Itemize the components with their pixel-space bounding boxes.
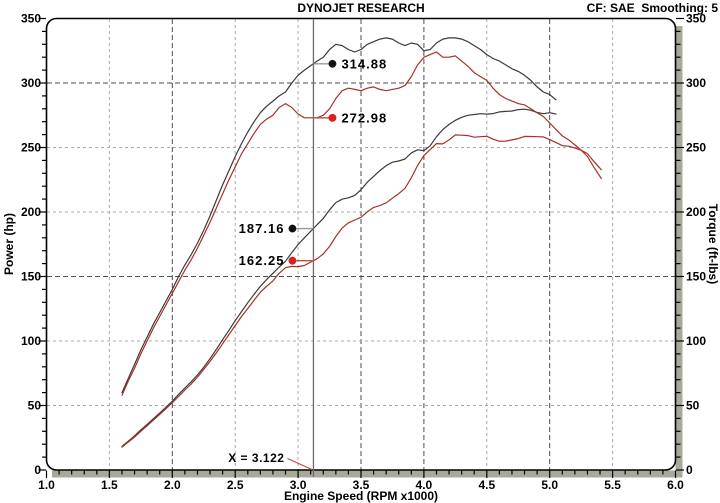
- power-tick-label: 100: [21, 334, 41, 348]
- x-tick-label: 4.5: [478, 478, 495, 492]
- plot-shadow-bottom: [52, 470, 683, 478]
- power-tick-label: 50: [28, 399, 42, 413]
- series-curves: [121, 37, 602, 448]
- x-tick-label: 5.0: [541, 478, 558, 492]
- cursor-readouts: [288, 59, 337, 265]
- grid-lines: [47, 19, 675, 470]
- cursor-x-label: X = 3.122: [228, 451, 284, 465]
- torque-tick-label: 300: [686, 76, 706, 90]
- readout-marker-dot: [328, 113, 337, 122]
- power-tick-label: 300: [21, 76, 41, 90]
- power-tick-label: 200: [21, 205, 41, 219]
- readout-marker-dot: [328, 59, 337, 68]
- power-tick-label: 250: [21, 141, 41, 155]
- run2-power-curve: [121, 134, 602, 448]
- readout-marker-dot: [288, 256, 297, 265]
- engine-speed-axis-label: Engine Speed (RPM x1000): [284, 489, 438, 503]
- torque-tick-label: 150: [686, 270, 706, 284]
- readout-value-red-torque: 272.98: [341, 110, 387, 125]
- x-tick-label: 2.5: [227, 478, 244, 492]
- x-tick-label: 1.5: [101, 478, 118, 492]
- plot-shadow-right: [675, 26, 683, 478]
- cursor-label-connector: [287, 457, 313, 471]
- readout-value-red-power: 162.25: [239, 253, 285, 268]
- torque-tick-label: 50: [686, 399, 700, 413]
- correction-smoothing-label: CF: SAE Smoothing: 5: [587, 1, 719, 15]
- x-tick-label: 4.0: [416, 478, 433, 492]
- axis-tick-labels: 1.0 1.5 2.0 2.5 3.0 3.5 4.0 4.5 5.0 5.5 6.00 050 501…: [21, 12, 706, 493]
- readout-marker-dot: [288, 224, 297, 233]
- x-tick-label: 3.5: [353, 478, 370, 492]
- readout-value-black-torque: 314.88: [341, 56, 387, 71]
- torque-axis-label: Torque (ft-lbs): [706, 204, 720, 284]
- x-tick-label: 5.5: [604, 478, 621, 492]
- run1-power-curve: [121, 108, 557, 447]
- axis-ticks: [38, 17, 684, 478]
- x-tick-label: 2.0: [164, 478, 181, 492]
- torque-tick-label: 100: [686, 334, 706, 348]
- power-axis-label: Power (hp): [2, 213, 16, 275]
- readout-value-black-power: 187.16: [239, 221, 285, 236]
- torque-tick-label: 350: [686, 12, 706, 26]
- plot-frame: [45, 17, 677, 471]
- x-tick-label: 1.0: [38, 478, 55, 492]
- x-tick-label: 6.0: [667, 478, 684, 492]
- cursor-group: [287, 19, 315, 477]
- torque-tick-label: 250: [686, 141, 706, 155]
- run2-torque-curve: [121, 51, 602, 396]
- torque-tick-label: 200: [686, 205, 706, 219]
- x-tick-label: 3.0: [290, 478, 307, 492]
- torque-tick-label: 0: [686, 463, 693, 477]
- run1-torque-curve: [121, 37, 557, 394]
- power-tick-label: 0: [34, 463, 41, 477]
- power-tick-label: 150: [21, 270, 41, 284]
- power-tick-label: 350: [21, 12, 41, 26]
- chart-title: DYNOJET RESEARCH: [297, 1, 424, 15]
